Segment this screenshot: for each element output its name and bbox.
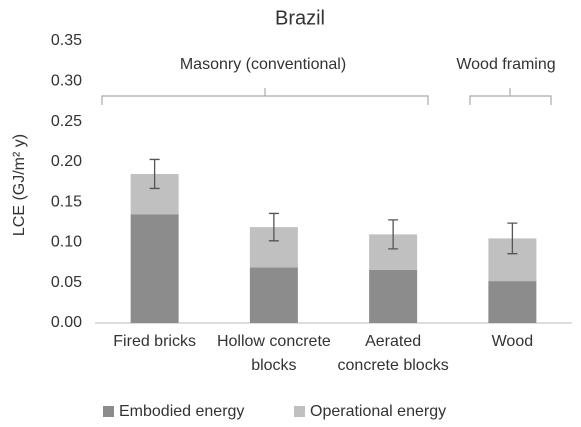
bar-segment <box>488 281 537 323</box>
y-tick-label: 0.35 <box>51 32 82 49</box>
x-tick-label: Wood <box>491 333 534 350</box>
y-tick-label: 0.25 <box>51 113 82 130</box>
error-bar <box>149 158 160 190</box>
annotation: Wood framing <box>456 56 555 73</box>
x-tick-label: Hollow concrete blocks <box>216 333 331 374</box>
legend-swatch <box>103 406 114 417</box>
bracket <box>469 88 552 105</box>
y-tick-label: 0.15 <box>51 193 82 210</box>
y-tick-label: 0.05 <box>51 274 82 291</box>
error-bar <box>507 222 518 255</box>
y-tick-label: 0.30 <box>51 73 82 90</box>
y-tick-label: 0.10 <box>51 234 82 251</box>
bar-segment <box>249 267 298 323</box>
annotation: Masonry (conventional) <box>180 56 346 73</box>
x-tick-label: Aerated concrete blocks <box>337 333 449 374</box>
bar-segment <box>369 269 418 323</box>
y-tick-label: 0.20 <box>51 153 82 170</box>
chart-title: Brazil <box>275 7 325 29</box>
bracket <box>101 88 429 105</box>
error-bar <box>388 219 399 250</box>
legend-swatch <box>294 406 305 417</box>
legend-label: Operational energy <box>310 403 446 420</box>
y-axis-label: LCE (GJ/m² y) <box>11 134 28 236</box>
x-tick-label: Fired bricks <box>113 333 196 350</box>
bar-segment <box>130 214 179 323</box>
error-bar <box>268 212 279 242</box>
legend-label: Embodied energy <box>119 403 244 420</box>
y-tick-label: 0.00 <box>51 314 82 331</box>
